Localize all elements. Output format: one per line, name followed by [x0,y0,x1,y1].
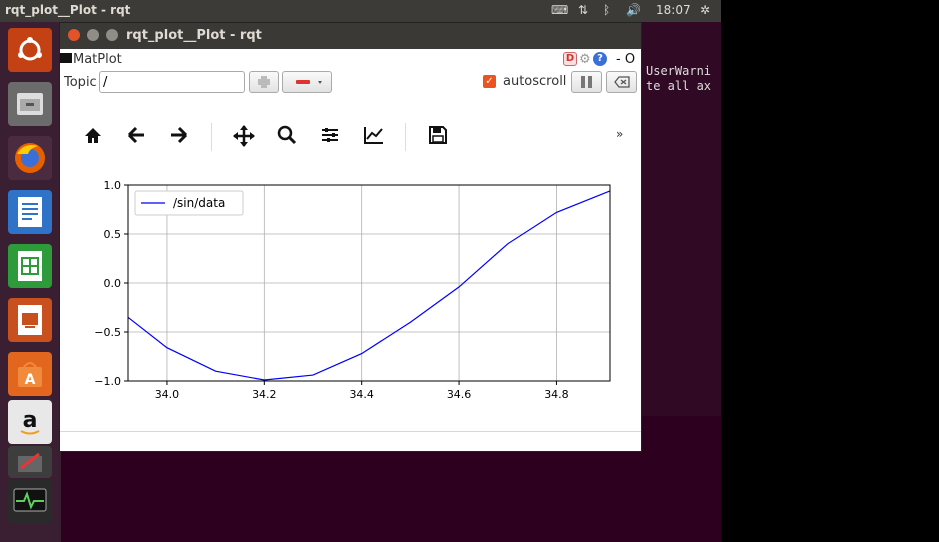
y-tick-label: 0.0 [104,277,122,290]
software-center-icon[interactable]: A [8,352,52,396]
back-arrow-icon[interactable] [126,125,146,150]
pan-icon[interactable] [233,125,255,152]
network-icon[interactable]: ⇅ [578,3,589,17]
minimize-icon[interactable] [87,29,99,41]
x-tick-label: 34.4 [349,388,374,401]
x-tick-label: 34.6 [447,388,472,401]
files-icon[interactable] [8,82,52,126]
forward-arrow-icon[interactable] [169,125,189,150]
clock[interactable]: 18:07 [656,3,691,17]
window-title: rqt_plot__Plot - rqt [126,28,262,43]
writer-icon[interactable] [8,190,52,234]
calc-icon[interactable] [8,244,52,288]
desktop: rqt_plot__Plot - rqt ⌨ ⇅ ᛒ 🔊 18:07 ✲ A [0,0,721,542]
matplot-plugin: MatPlot D ⚙ ? - O Topic ✓ autoscroll [60,49,641,451]
zoom-icon[interactable] [277,125,297,150]
bluetooth-icon[interactable]: ᛒ [603,3,611,17]
toolbar-divider [211,123,212,151]
toolbar-overflow-button[interactable]: » [616,127,624,141]
autoscroll-label: autoscroll [503,74,567,89]
pause-button[interactable] [571,71,602,93]
svg-text:A: A [25,372,36,388]
system-monitor-icon[interactable] [8,480,52,524]
autoscroll-checkbox[interactable]: ✓ [483,75,496,88]
topic-label: Topic [64,75,97,90]
y-tick-label: 1.0 [104,179,122,192]
gear-icon[interactable]: ⚙ [579,52,591,67]
active-app-title: rqt_plot__Plot - rqt [5,3,131,17]
series-line [127,190,611,381]
settings-gear-icon[interactable]: ✲ [700,3,711,17]
maximize-icon[interactable] [106,29,118,41]
volume-icon[interactable]: 🔊 [626,3,641,17]
subplots-config-icon[interactable] [320,125,340,150]
plot-frame [127,184,611,382]
dock-icon[interactable]: D [563,52,577,66]
keyboard-icon[interactable]: ⌨ [551,3,569,17]
figure-canvas[interactable]: 1.0 0.5 0.0 −0.5 −1.0 34.0 34.2 34.4 34.6 34.8/si… [75,166,626,416]
status-bar [60,431,641,432]
ubuntu-dash-icon[interactable] [8,28,52,72]
amazon-icon[interactable]: a [8,400,52,444]
y-tick-label: −1.0 [94,375,121,388]
add-topic-button[interactable] [249,71,279,93]
x-tick-label: 34.2 [252,388,277,401]
top-panel: rqt_plot__Plot - rqt ⌨ ⇅ ᛒ 🔊 18:07 ✲ [0,0,721,22]
legend-box [134,190,244,216]
terminal-window[interactable]: UserWarni te all ax [642,22,721,416]
close-icon[interactable] [68,29,80,41]
impress-icon[interactable] [8,298,52,342]
topic-input[interactable] [99,71,245,93]
x-tick-label: 34.0 [155,388,180,401]
home-icon[interactable] [83,125,103,150]
toolbar-divider [405,123,406,151]
terminal-line: te all ax [646,79,712,93]
updater-icon[interactable] [8,446,52,478]
edit-axis-icon[interactable] [363,125,385,150]
terminal-line: UserWarni [646,64,712,78]
save-icon[interactable] [428,125,448,150]
legend-label: /sin/data [173,196,225,210]
x-tick-label: 34.8 [544,388,569,401]
y-tick-label: 0.5 [104,228,122,241]
window-controls-text[interactable]: - O [616,52,636,67]
svg-text:a: a [23,408,38,433]
plugin-title: MatPlot [73,52,122,67]
sin-plot: 1.0 0.5 0.0 −0.5 −1.0 34.0 34.2 34.4 34.6 34.8/si… [94,179,611,401]
clear-button[interactable] [606,71,637,93]
rqt-window: rqt_plot__Plot - rqt MatPlot D ⚙ ? - O T… [59,22,642,452]
y-tick-label: −0.5 [94,326,121,339]
plugin-terminal-icon [60,53,72,63]
remove-topic-dropdown[interactable] [282,71,332,93]
help-icon[interactable]: ? [593,52,607,66]
launcher: A a [0,22,61,542]
firefox-icon[interactable] [8,136,52,180]
window-titlebar[interactable]: rqt_plot__Plot - rqt [60,23,641,49]
